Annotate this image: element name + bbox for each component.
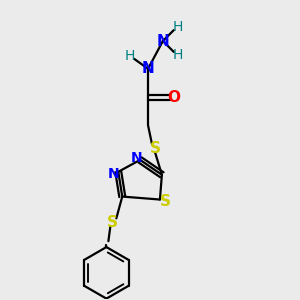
- Text: S: S: [107, 215, 118, 230]
- Text: N: N: [142, 61, 154, 76]
- Text: N: N: [130, 151, 142, 165]
- Text: H: H: [172, 20, 183, 34]
- Text: H: H: [172, 48, 183, 62]
- Text: S: S: [160, 194, 171, 209]
- Text: N: N: [107, 167, 119, 181]
- Text: S: S: [149, 140, 161, 155]
- Text: H: H: [125, 49, 135, 63]
- Text: O: O: [167, 90, 180, 105]
- Text: N: N: [157, 34, 169, 49]
